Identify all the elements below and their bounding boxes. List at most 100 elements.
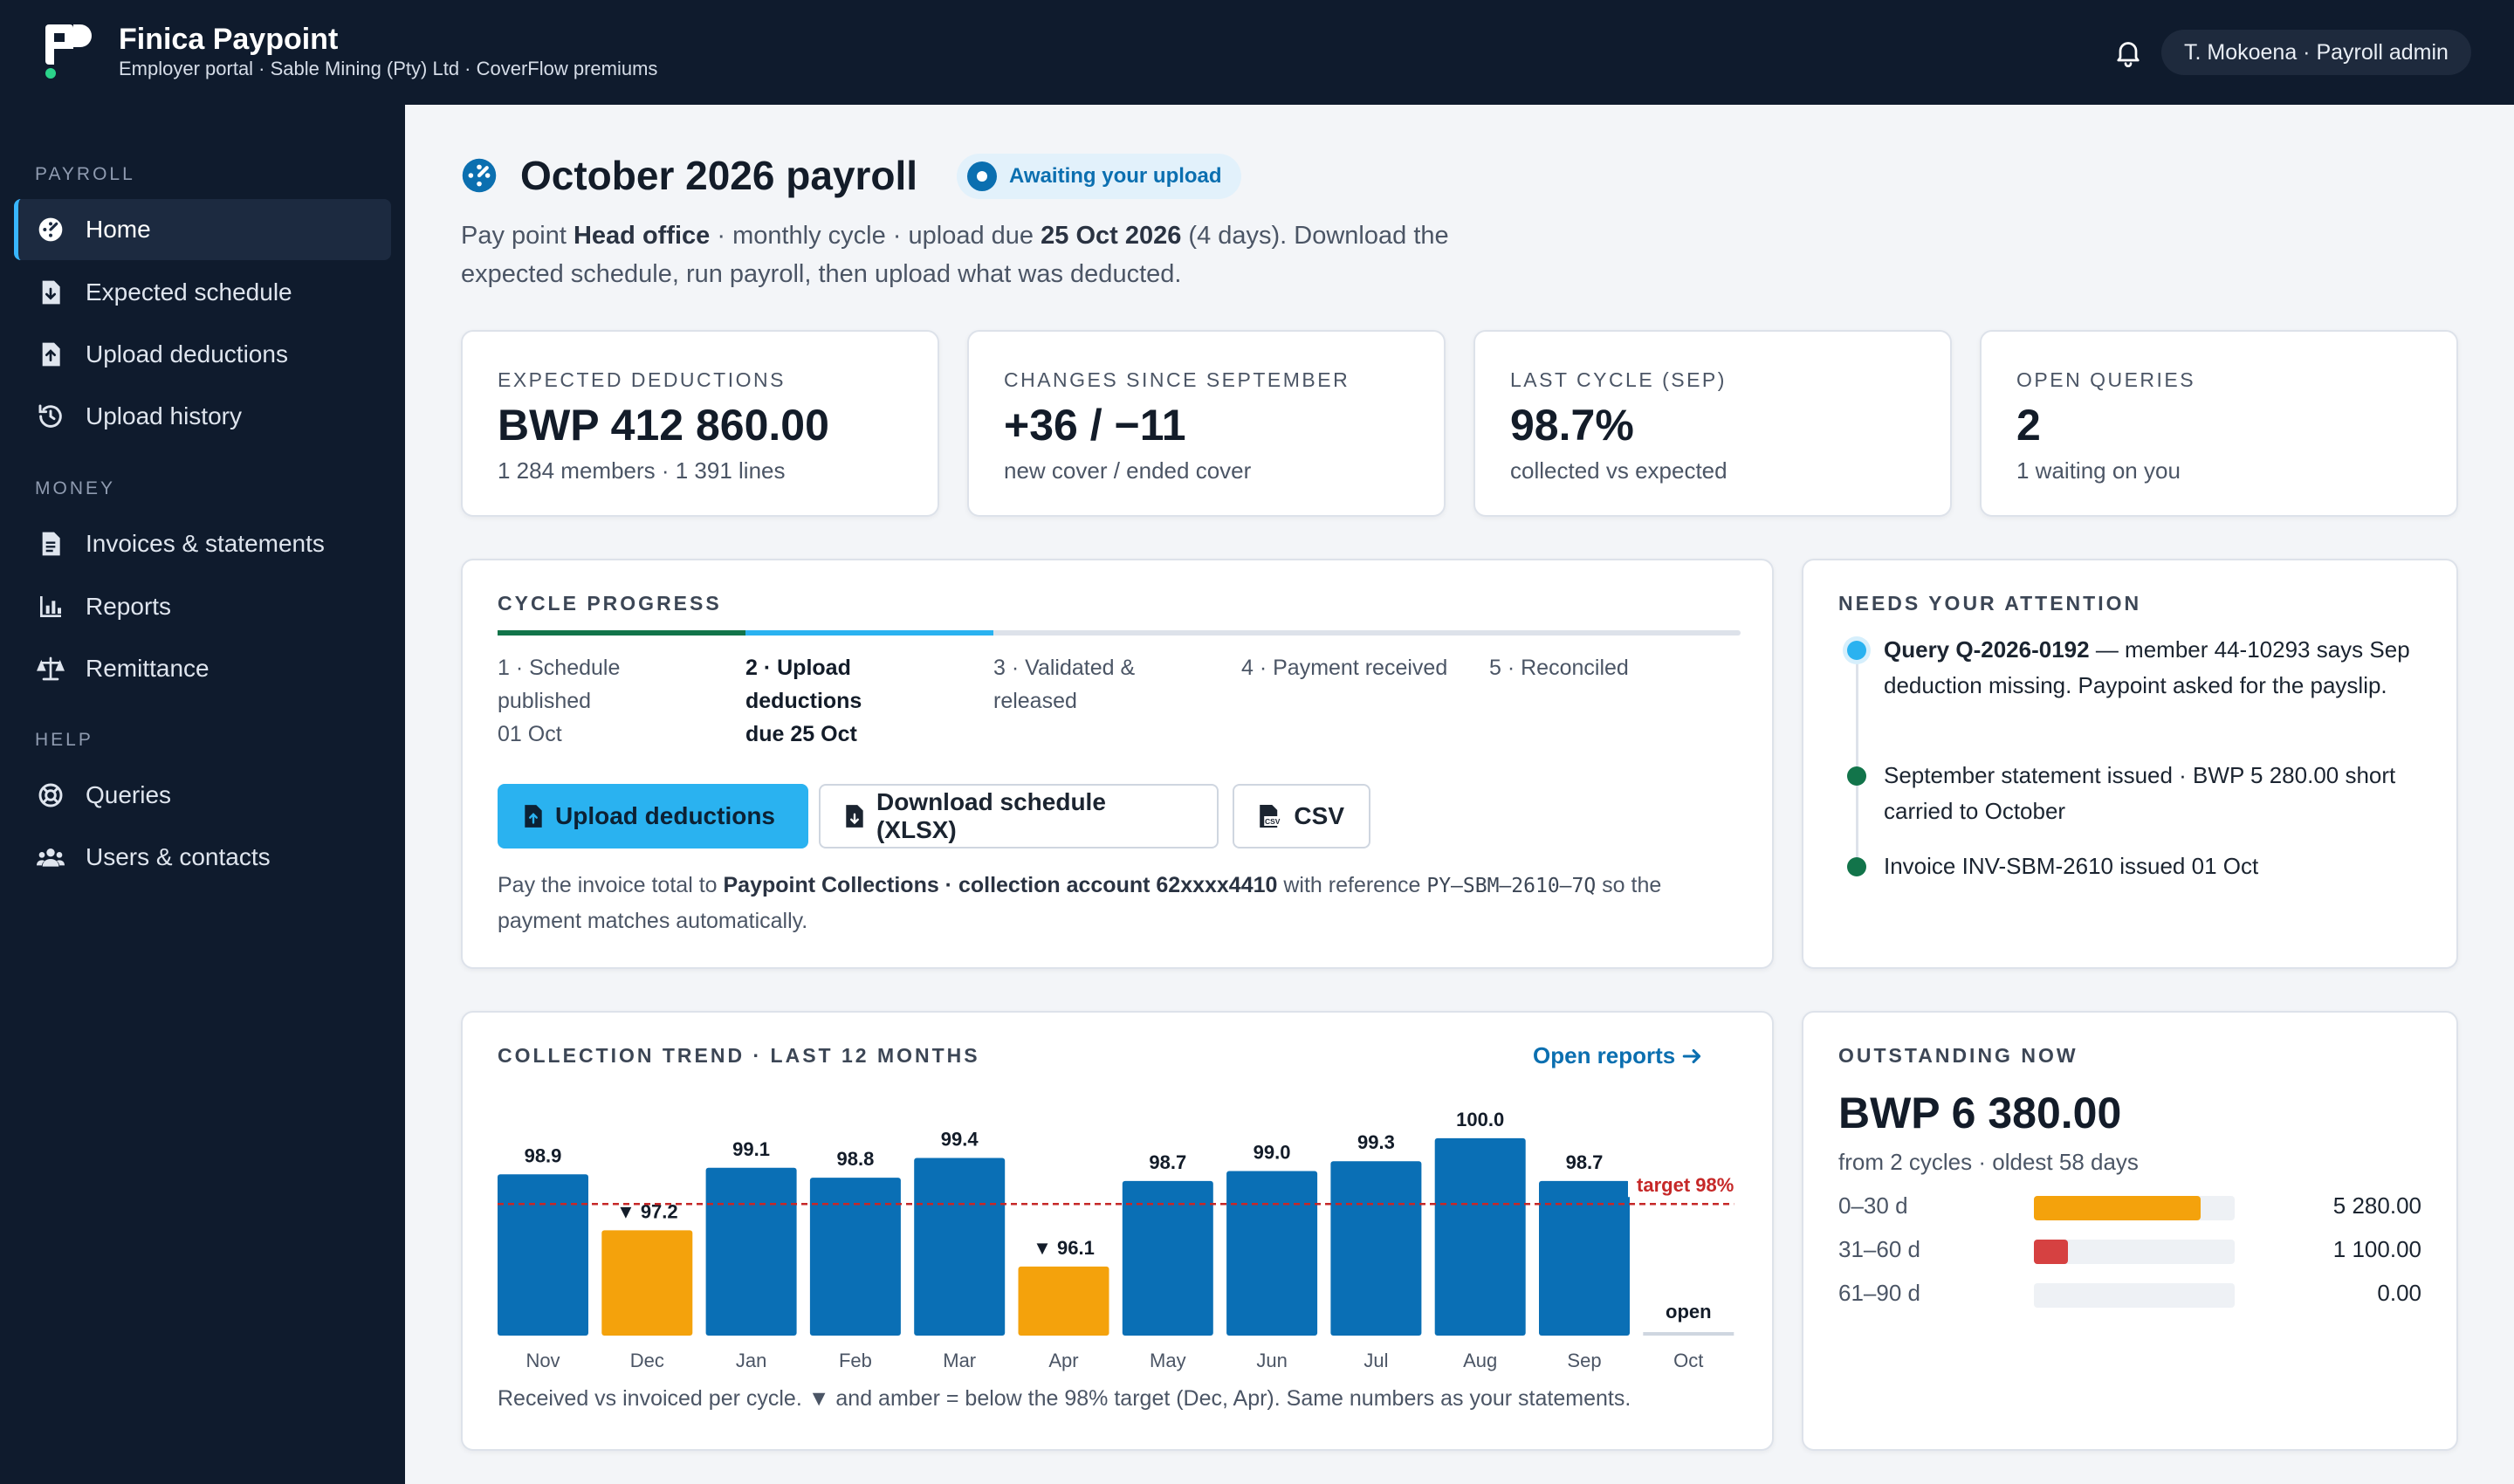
sidebar-item-queries[interactable]: Queries	[14, 765, 391, 826]
step-line: 2 · Upload	[745, 656, 851, 680]
bell-icon[interactable]	[2112, 37, 2144, 68]
status-badge-label: Awaiting your upload	[1009, 164, 1222, 188]
x-tick-label: May	[1150, 1350, 1186, 1371]
aging-bar-track	[2034, 1196, 2235, 1220]
file-download-icon	[846, 805, 863, 828]
document-icon	[42, 532, 60, 556]
attention-text: — member 44-10293 says Sep deduction mis…	[1884, 636, 2410, 698]
card-title: NEEDS YOUR ATTENTION	[1838, 592, 2142, 615]
bar-chart-icon	[40, 596, 61, 617]
cycle-progress-card: CYCLE PROGRESS 1 · Schedule published 01…	[461, 559, 1774, 969]
kpi-value: 2	[2016, 401, 2041, 450]
attention-item-invoice[interactable]: Invoice INV-SBM-2610 issued 01 Oct	[1884, 848, 2442, 884]
note-text: with reference	[1277, 873, 1427, 897]
scale-icon	[37, 656, 65, 681]
bar-feb	[809, 1178, 901, 1336]
attention-item-statement[interactable]: September statement issued · BWP 5 280.0…	[1884, 758, 2442, 829]
x-tick-label: Apr	[1048, 1350, 1078, 1371]
aging-amount: 1 100.00	[2332, 1236, 2421, 1262]
sidebar-item-remittance[interactable]: Remittance	[14, 638, 391, 699]
x-tick-label: Sep	[1567, 1350, 1601, 1371]
x-tick-label: Oct	[1673, 1350, 1703, 1371]
step-line: published	[498, 689, 592, 713]
download-schedule-button[interactable]: Download schedule (XLSX)	[819, 784, 1219, 848]
step-line: 4 · Payment received	[1241, 656, 1448, 680]
bar-value-label: 98.7	[1149, 1151, 1186, 1173]
sidebar-item-label: Home	[86, 216, 151, 243]
dashboard-icon	[462, 158, 497, 193]
outstanding-subtext: from 2 cycles · oldest 58 days	[1838, 1149, 2139, 1175]
intro-paypoint: Head office	[573, 222, 711, 250]
open-reports-link[interactable]: Open reports	[1533, 1042, 1704, 1069]
kpi-value: BWP 412 860.00	[498, 401, 829, 450]
bar-value-label: 98.7	[1566, 1151, 1604, 1173]
bar-value-label: open	[1666, 1301, 1712, 1323]
progress-track	[498, 630, 1741, 636]
status-badge: Awaiting your upload	[957, 154, 1241, 199]
aging-label: 0–30 d	[1838, 1192, 1908, 1219]
kpi-value: 98.7%	[1510, 401, 1634, 450]
bar-sep	[1539, 1180, 1630, 1336]
sidebar-item-label: Upload deductions	[86, 340, 288, 368]
note-text: Pay the invoice total to	[498, 873, 724, 897]
kpi-card-open-queries: OPEN QUERIES 2 1 waiting on you	[1980, 330, 2458, 517]
lifebuoy-icon	[38, 783, 63, 807]
x-tick-label: Mar	[943, 1350, 976, 1371]
download-csv-button[interactable]: CSV CSV	[1233, 784, 1370, 848]
sidebar-item-users-contacts[interactable]: Users & contacts	[14, 827, 391, 888]
page-title: October 2026 payroll	[520, 153, 918, 198]
collection-trend-card: COLLECTION TREND · LAST 12 MONTHS Open r…	[461, 1011, 1774, 1451]
bar-value-label: 100.0	[1456, 1109, 1504, 1130]
cycle-step-4: 4 · Payment received	[1241, 651, 1494, 684]
query-id: Query Q-2026-0192	[1884, 636, 2090, 663]
sidebar-item-home[interactable]: Home	[14, 199, 391, 260]
card-title: CYCLE PROGRESS	[498, 592, 722, 615]
dashboard-icon	[38, 217, 63, 242]
kpi-subtext: 1 waiting on you	[2016, 457, 2181, 484]
user-menu-button[interactable]: T. Mokoena · Payroll admin	[2161, 30, 2471, 75]
sidebar-item-label: Users & contacts	[86, 843, 271, 870]
attention-card: NEEDS YOUR ATTENTION Query Q-2026-0192 —…	[1802, 559, 2458, 969]
step-line: 5 · Reconciled	[1489, 656, 1629, 680]
aging-amount: 0.00	[2377, 1280, 2421, 1306]
bar-jan	[705, 1167, 797, 1336]
cycle-step-3: 3 · Validated & released	[993, 651, 1229, 718]
sidebar-item-upload-history[interactable]: Upload history	[14, 386, 391, 447]
sidebar-item-reports[interactable]: Reports	[14, 576, 391, 637]
svg-text:CSV: CSV	[1265, 817, 1281, 826]
bar-jun	[1226, 1171, 1318, 1336]
app-subtitle: Employer portal · Sable Mining (Pty) Ltd…	[119, 58, 658, 79]
step-line: due 25 Oct	[745, 722, 857, 746]
payment-reference: PY–SBM–2610–7Q	[1426, 875, 1597, 897]
x-tick-label: Feb	[839, 1350, 872, 1371]
bar-open	[1643, 1332, 1734, 1336]
sidebar-item-invoices-statements[interactable]: Invoices & statements	[14, 513, 391, 574]
outstanding-value: BWP 6 380.00	[1838, 1089, 2122, 1137]
csv-file-icon: CSV	[1260, 805, 1281, 828]
x-tick-label: Jul	[1363, 1350, 1388, 1371]
bar-mar	[914, 1158, 1006, 1336]
sidebar-section-payroll: PAYROLL	[35, 164, 135, 184]
upload-deductions-button[interactable]: Upload deductions	[498, 784, 808, 848]
payment-instructions: Pay the invoice total to Paypoint Collec…	[498, 868, 1737, 938]
sidebar-item-upload-deductions[interactable]: Upload deductions	[14, 324, 391, 385]
link-label: Open reports	[1533, 1042, 1676, 1068]
attention-text: September statement issued · BWP 5 280.0…	[1884, 762, 2396, 824]
sidebar-item-expected-schedule[interactable]: Expected schedule	[14, 262, 391, 323]
sidebar-item-label: Upload history	[86, 402, 242, 429]
kpi-card-last-cycle: LAST CYCLE (SEP) 98.7% collected vs expe…	[1473, 330, 1952, 517]
progress-segment-done	[498, 630, 745, 636]
aging-bar-track	[2034, 1283, 2235, 1308]
kpi-label: CHANGES SINCE SEPTEMBER	[1004, 368, 1350, 391]
aging-label: 61–90 d	[1838, 1280, 1920, 1306]
sidebar: PAYROLL Home Expected schedule Upload de…	[0, 105, 405, 1484]
attention-item-query[interactable]: Query Q-2026-0192 — member 44-10293 says…	[1884, 632, 2442, 704]
app-name: Finica Paypoint	[119, 23, 339, 56]
status-dot-icon	[967, 161, 997, 191]
bar-value-label: 98.8	[836, 1148, 874, 1170]
app-logo-icon	[45, 24, 92, 79]
aging-label: 31–60 d	[1838, 1236, 1920, 1262]
sidebar-section-help: HELP	[35, 730, 93, 750]
file-upload-icon	[42, 342, 60, 367]
